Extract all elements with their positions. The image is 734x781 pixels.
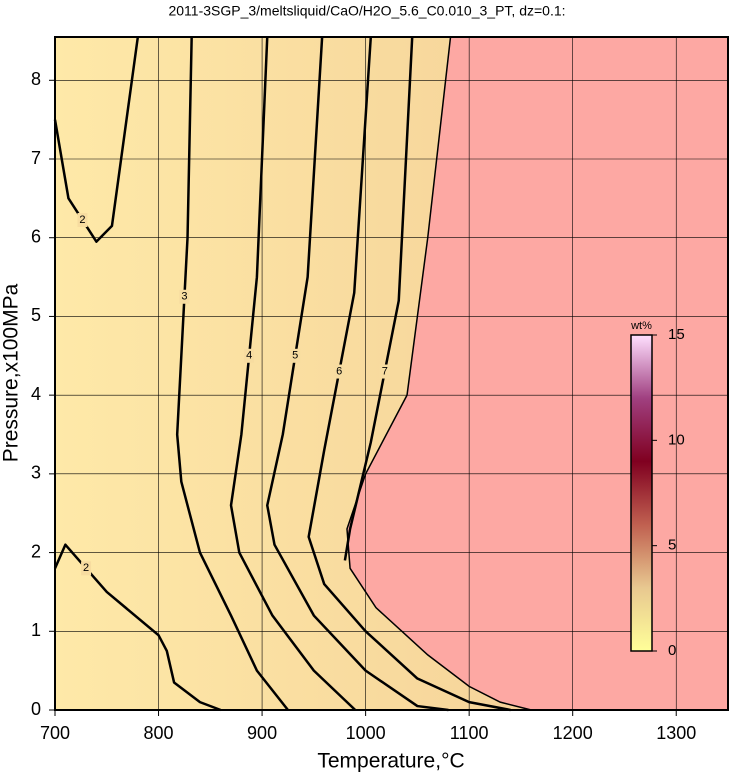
contour-label-bg bbox=[81, 561, 92, 576]
saturation-boundary bbox=[346, 36, 532, 711]
contour-label: 2 bbox=[79, 214, 85, 226]
x-tick-label: 800 bbox=[144, 723, 174, 743]
contour-line bbox=[343, 36, 414, 561]
x-tick-label: 900 bbox=[247, 723, 277, 743]
contour-label: 6 bbox=[336, 365, 342, 377]
y-tick-label: 2 bbox=[31, 541, 41, 561]
contour-label: 2 bbox=[83, 562, 89, 574]
colorbar-label: wt% bbox=[630, 320, 652, 332]
contour-label-bg bbox=[179, 289, 190, 304]
y-tick-label: 7 bbox=[31, 148, 41, 168]
contour-line bbox=[229, 36, 357, 711]
x-tick-label: 1300 bbox=[656, 723, 696, 743]
colorbar-tick-label: 0 bbox=[668, 642, 676, 659]
x-axis-label: Temperature,°C bbox=[317, 750, 464, 773]
contour-label-bg bbox=[379, 364, 390, 379]
colorbar-tick-label: 5 bbox=[668, 537, 676, 554]
contour-line bbox=[175, 36, 289, 711]
contour-label: 7 bbox=[382, 365, 388, 377]
colorbar-tick-label: 10 bbox=[668, 431, 685, 448]
contour-label: 3 bbox=[181, 291, 187, 303]
contour-line bbox=[53, 36, 140, 243]
y-tick-label: 0 bbox=[31, 699, 41, 719]
y-tick-label: 1 bbox=[31, 620, 41, 640]
colorbar bbox=[630, 334, 653, 652]
contour-label-bg bbox=[334, 364, 345, 379]
y-axis-label: Pressure,x100MPa bbox=[0, 283, 23, 462]
x-tick-label: 1000 bbox=[346, 723, 386, 743]
y-tick-label: 4 bbox=[31, 384, 41, 404]
contour-line bbox=[266, 36, 449, 712]
y-tick-label: 6 bbox=[31, 226, 41, 246]
colorbar-tick-label: 15 bbox=[668, 326, 685, 343]
plot-frame bbox=[54, 36, 729, 711]
x-tick-label: 700 bbox=[40, 723, 70, 743]
contour-label-bg bbox=[244, 348, 255, 363]
contour-label: 5 bbox=[292, 350, 298, 362]
y-tick-label: 5 bbox=[31, 305, 41, 325]
contour-line bbox=[307, 36, 511, 712]
y-tick-label: 3 bbox=[31, 463, 41, 483]
chart-title: 2011-3SGP_3/meltsliquid/CaO/H2O_5.6_C0.0… bbox=[168, 3, 565, 19]
contour-label: 4 bbox=[246, 350, 252, 362]
y-tick-label: 8 bbox=[31, 69, 41, 89]
x-tick-label: 1100 bbox=[450, 723, 489, 743]
contour-label-bg bbox=[77, 213, 88, 228]
x-tick-label: 1200 bbox=[553, 723, 593, 743]
contour-label-bg bbox=[290, 348, 301, 363]
contour-line bbox=[53, 543, 222, 712]
